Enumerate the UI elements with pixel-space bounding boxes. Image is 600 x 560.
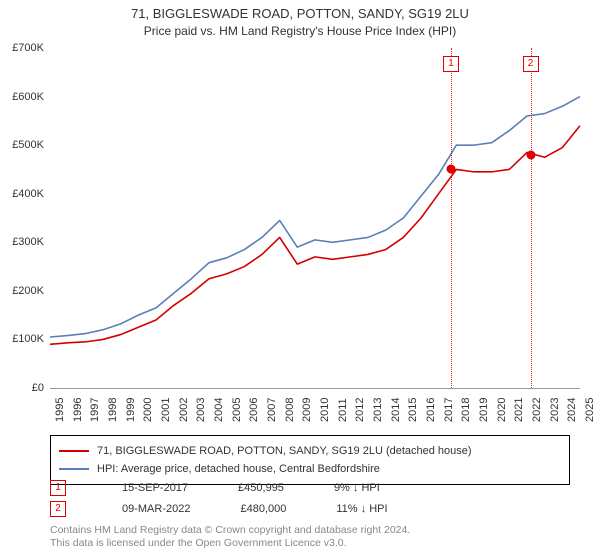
x-tick-label: 2014	[390, 398, 402, 422]
legend-label-hpi: HPI: Average price, detached house, Cent…	[97, 460, 380, 478]
legend-item-hpi: HPI: Average price, detached house, Cent…	[59, 460, 561, 478]
x-tick-label: 2000	[142, 398, 154, 422]
legend-item-property: 71, BIGGLESWADE ROAD, POTTON, SANDY, SG1…	[59, 442, 561, 460]
y-tick-label: £500K	[0, 139, 44, 151]
x-tick-label: 2003	[195, 398, 207, 422]
marker-icon-1: 1	[50, 480, 66, 496]
y-tick-label: £600K	[0, 91, 44, 103]
chart-legend: 71, BIGGLESWADE ROAD, POTTON, SANDY, SG1…	[50, 435, 570, 485]
sale-marker-badge: 2	[523, 56, 539, 72]
x-tick-label: 2019	[478, 398, 490, 422]
series-line-property	[50, 126, 580, 345]
legend-swatch-hpi	[59, 468, 89, 470]
x-tick-label: 1995	[54, 398, 66, 422]
x-tick-label: 1999	[125, 398, 137, 422]
sale-marker-line	[451, 48, 452, 388]
x-tick-label: 2010	[319, 398, 331, 422]
x-tick-label: 2013	[372, 398, 384, 422]
legend-swatch-property	[59, 450, 89, 452]
sale-price: £450,995	[238, 482, 284, 494]
y-tick-label: £400K	[0, 188, 44, 200]
x-tick-label: 2002	[178, 398, 190, 422]
x-tick-label: 2009	[301, 398, 313, 422]
x-tick-label: 2012	[354, 398, 366, 422]
sale-date: 15-SEP-2017	[122, 482, 188, 494]
sale-date: 09-MAR-2022	[122, 503, 190, 515]
footer-line1: Contains HM Land Registry data © Crown c…	[50, 524, 570, 537]
sale-marker-line	[531, 48, 532, 388]
x-tick-label: 2007	[266, 398, 278, 422]
y-tick-label: £0	[0, 382, 44, 394]
x-tick-label: 2016	[425, 398, 437, 422]
x-tick-label: 2008	[284, 398, 296, 422]
chart-plot	[50, 48, 580, 389]
x-tick-label: 2006	[248, 398, 260, 422]
x-tick-label: 2025	[584, 398, 596, 422]
y-tick-label: £700K	[0, 42, 44, 54]
x-tick-label: 2020	[496, 398, 508, 422]
legend-label-property: 71, BIGGLESWADE ROAD, POTTON, SANDY, SG1…	[97, 442, 472, 460]
x-tick-label: 2018	[460, 398, 472, 422]
x-tick-label: 1998	[107, 398, 119, 422]
sale-price: £480,000	[240, 503, 286, 515]
sale-pct: 9% ↓ HPI	[334, 482, 380, 494]
x-tick-label: 2021	[513, 398, 525, 422]
footer-line2: This data is licensed under the Open Gov…	[50, 537, 570, 550]
x-tick-label: 2011	[337, 398, 349, 422]
x-tick-label: 1996	[72, 398, 84, 422]
y-tick-label: £200K	[0, 285, 44, 297]
sale-marker-badge: 1	[443, 56, 459, 72]
x-tick-label: 2023	[549, 398, 561, 422]
series-line-hpi	[50, 97, 580, 337]
sale-pct: 11% ↓ HPI	[336, 503, 387, 515]
table-row: 2 09-MAR-2022 £480,000 11% ↓ HPI	[50, 501, 570, 517]
x-tick-label: 2017	[443, 398, 455, 422]
y-tick-label: £100K	[0, 333, 44, 345]
sales-table: 1 15-SEP-2017 £450,995 9% ↓ HPI 2 09-MAR…	[50, 480, 570, 522]
x-tick-label: 2004	[213, 398, 225, 422]
x-tick-label: 1997	[89, 398, 101, 422]
footer: Contains HM Land Registry data © Crown c…	[50, 524, 570, 550]
x-tick-label: 2022	[531, 398, 543, 422]
x-tick-label: 2005	[231, 398, 243, 422]
y-tick-label: £300K	[0, 236, 44, 248]
marker-icon-2: 2	[50, 501, 66, 517]
chart-subtitle: Price paid vs. HM Land Registry's House …	[0, 24, 600, 38]
sale-marker-dot	[526, 150, 535, 159]
table-row: 1 15-SEP-2017 £450,995 9% ↓ HPI	[50, 480, 570, 496]
sale-marker-dot	[447, 164, 456, 173]
x-tick-label: 2001	[160, 398, 172, 422]
x-tick-label: 2015	[407, 398, 419, 422]
chart-title: 71, BIGGLESWADE ROAD, POTTON, SANDY, SG1…	[0, 6, 600, 21]
x-tick-label: 2024	[566, 398, 578, 422]
